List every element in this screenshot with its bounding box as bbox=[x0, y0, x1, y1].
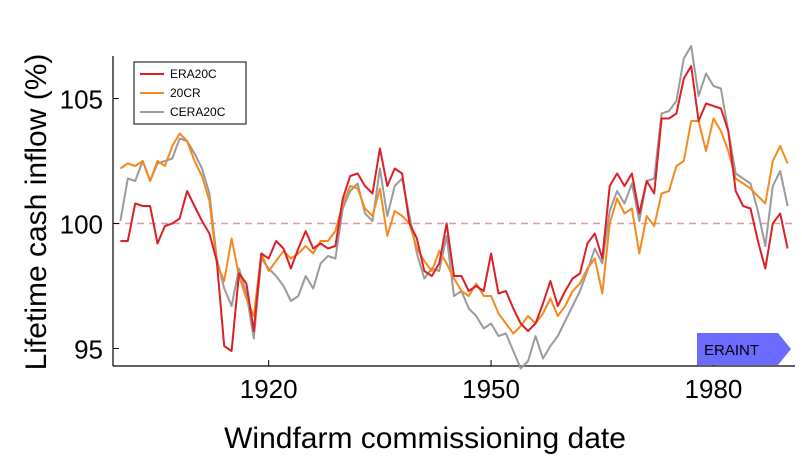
axes bbox=[112, 56, 795, 367]
y-tick-label-95: 95 bbox=[74, 335, 103, 365]
series-line-cera20c bbox=[119, 45, 789, 370]
y-axis-title: Lifetime cash inflow (%) bbox=[20, 54, 53, 371]
y-tick-label-105: 105 bbox=[60, 85, 103, 115]
legend-label-cera20c: CERA20C bbox=[170, 105, 226, 119]
series-lines bbox=[119, 45, 789, 370]
x-tick-label-1980: 1980 bbox=[685, 374, 743, 404]
legend-label-era20c: ERA20C bbox=[170, 67, 217, 81]
legend-label-20cr: 20CR bbox=[170, 86, 201, 100]
arrow-shape bbox=[697, 333, 791, 365]
legend: ERA20C 20CR CERA20C bbox=[133, 61, 247, 125]
x-tick-label-1920: 1920 bbox=[240, 374, 298, 404]
ticks: 95 100 105 1920 1950 1980 bbox=[60, 85, 743, 405]
y-tick-label-100: 100 bbox=[60, 210, 103, 240]
x-tick-label-1950: 1950 bbox=[462, 374, 520, 404]
series-line-20cr bbox=[119, 117, 789, 335]
eraint-arrow-badge: ERAINT bbox=[697, 333, 791, 365]
series-line-era20c bbox=[120, 65, 789, 352]
x-axis-title: Windfarm commissioning date bbox=[224, 422, 626, 455]
badge-label: ERAINT bbox=[704, 342, 759, 359]
